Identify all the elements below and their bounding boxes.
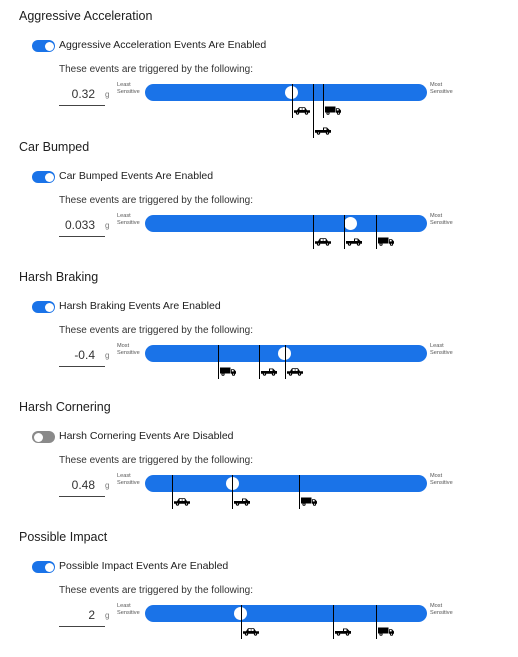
- threshold-marker-line: [299, 475, 300, 509]
- toggle-label: Car Bumped Events Are Enabled: [59, 170, 214, 182]
- trigger-description: These events are triggered by the follow…: [59, 195, 253, 206]
- truck-icon: [377, 627, 395, 636]
- trigger-description: These events are triggered by the follow…: [59, 64, 253, 75]
- toggle-label: Harsh Braking Events Are Enabled: [59, 300, 221, 312]
- slider-left-label: Least Sensitive: [117, 82, 140, 95]
- threshold-field: g: [59, 346, 109, 367]
- toggle-knob: [33, 432, 43, 442]
- sensitivity-slider-thumb[interactable]: [285, 86, 299, 99]
- threshold-marker-line: [313, 84, 314, 138]
- section-title: Aggressive Acceleration: [19, 9, 153, 23]
- threshold-field: g: [59, 85, 109, 106]
- car-icon: [286, 367, 304, 376]
- sensitivity-slider-thumb[interactable]: [278, 347, 292, 360]
- car-icon: [173, 497, 191, 506]
- section-aggressive-acceleration: Aggressive Acceleration Aggressive Accel…: [0, 0, 518, 138]
- pickup-icon: [260, 367, 278, 376]
- threshold-marker-line: [241, 605, 242, 639]
- sensitivity-slider-track[interactable]: [145, 605, 427, 622]
- threshold-field: g: [59, 606, 109, 627]
- toggle-label: Harsh Cornering Events Are Disabled: [59, 430, 234, 442]
- section-title: Possible Impact: [19, 530, 108, 544]
- enable-toggle[interactable]: [32, 171, 55, 183]
- slider-right-label: Most Sensitive: [430, 82, 453, 95]
- threshold-marker-line: [344, 215, 345, 249]
- car-icon: [293, 106, 311, 115]
- toggle-knob: [44, 562, 54, 572]
- truck-icon: [219, 367, 237, 376]
- slider-right-label: Most Sensitive: [430, 213, 453, 226]
- section-car-bumped: Car Bumped Car Bumped Events Are Enabled…: [0, 131, 518, 261]
- sensitivity-slider-track[interactable]: [145, 215, 427, 232]
- car-icon: [314, 237, 332, 246]
- toggle-knob: [44, 172, 54, 182]
- section-possible-impact: Possible Impact Possible Impact Events A…: [0, 521, 518, 651]
- trigger-description: These events are triggered by the follow…: [59, 325, 253, 336]
- section-title: Harsh Cornering: [19, 400, 111, 414]
- unit-label: g: [105, 611, 110, 620]
- threshold-field: g: [59, 476, 109, 497]
- threshold-marker-line: [313, 215, 314, 249]
- slider-left-label: Least Sensitive: [117, 213, 140, 226]
- threshold-marker-line: [259, 345, 260, 379]
- threshold-input[interactable]: [59, 606, 95, 624]
- threshold-field: g: [59, 216, 109, 237]
- trigger-description: These events are triggered by the follow…: [59, 455, 253, 466]
- unit-label: g: [105, 481, 110, 490]
- threshold-marker-line: [376, 605, 377, 639]
- trigger-description: These events are triggered by the follow…: [59, 585, 253, 596]
- threshold-marker-line: [285, 345, 286, 379]
- enable-toggle[interactable]: [32, 431, 55, 443]
- unit-label: g: [105, 351, 110, 360]
- threshold-marker-line: [333, 605, 334, 639]
- sensitivity-slider-thumb[interactable]: [234, 607, 248, 620]
- toggle-knob: [44, 302, 54, 312]
- pickup-icon: [233, 497, 251, 506]
- unit-label: g: [105, 221, 110, 230]
- section-harsh-cornering: Harsh Cornering Harsh Cornering Events A…: [0, 391, 518, 521]
- section-title: Car Bumped: [19, 140, 90, 154]
- toggle-label: Aggressive Acceleration Events Are Enabl…: [59, 39, 267, 51]
- threshold-input[interactable]: [59, 216, 95, 234]
- slider-left-label: Least Sensitive: [117, 473, 140, 486]
- slider-right-label: Most Sensitive: [430, 473, 453, 486]
- threshold-input[interactable]: [59, 476, 95, 494]
- slider-right-label: Most Sensitive: [430, 603, 453, 616]
- threshold-marker-line: [172, 475, 173, 509]
- pickup-icon: [334, 627, 352, 636]
- threshold-marker-line: [292, 84, 293, 118]
- truck-icon: [377, 237, 395, 246]
- slider-left-label: Least Sensitive: [117, 603, 140, 616]
- truck-icon: [324, 106, 342, 115]
- toggle-label: Possible Impact Events Are Enabled: [59, 560, 229, 572]
- car-icon: [242, 627, 260, 636]
- section-harsh-braking: Harsh Braking Harsh Braking Events Are E…: [0, 261, 518, 391]
- pickup-icon: [345, 237, 363, 246]
- threshold-marker-line: [323, 84, 324, 118]
- threshold-marker-line: [376, 215, 377, 249]
- enable-toggle[interactable]: [32, 561, 55, 573]
- enable-toggle[interactable]: [32, 301, 55, 313]
- sensitivity-slider-track[interactable]: [145, 475, 427, 492]
- sensitivity-slider-thumb[interactable]: [344, 217, 358, 230]
- threshold-marker-line: [232, 475, 233, 509]
- truck-icon: [300, 497, 318, 506]
- threshold-input[interactable]: [59, 346, 95, 364]
- pickup-icon: [314, 126, 332, 135]
- section-title: Harsh Braking: [19, 270, 99, 284]
- slider-right-label: Least Sensitive: [430, 343, 453, 356]
- unit-label: g: [105, 90, 110, 99]
- enable-toggle[interactable]: [32, 40, 55, 52]
- threshold-input[interactable]: [59, 85, 95, 103]
- toggle-knob: [44, 41, 54, 51]
- slider-left-label: Most Sensitive: [117, 343, 140, 356]
- threshold-marker-line: [218, 345, 219, 379]
